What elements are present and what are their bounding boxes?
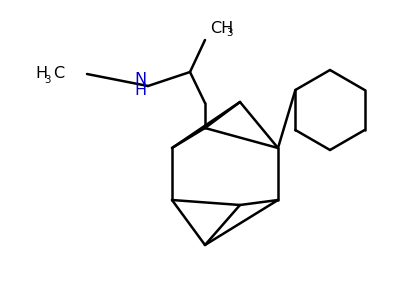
Text: H: H xyxy=(35,67,47,82)
Text: H: H xyxy=(134,83,146,98)
Text: C: C xyxy=(53,67,64,82)
Text: CH: CH xyxy=(210,21,233,36)
Text: N: N xyxy=(134,72,146,87)
Text: $_3$: $_3$ xyxy=(226,24,234,39)
Text: $_3$: $_3$ xyxy=(44,70,52,86)
